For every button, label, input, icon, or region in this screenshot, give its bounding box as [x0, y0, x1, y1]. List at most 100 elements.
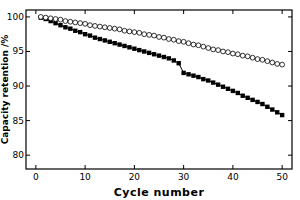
point — [176, 39, 181, 44]
point — [122, 28, 127, 33]
y-tick — [26, 16, 30, 17]
point — [275, 110, 279, 114]
point — [186, 72, 190, 76]
point — [112, 41, 116, 45]
x-tick — [85, 10, 86, 14]
point — [206, 78, 210, 82]
point — [147, 32, 152, 37]
point — [93, 35, 97, 39]
x-tick-label: 20 — [129, 172, 141, 182]
y-tick — [288, 120, 292, 121]
point — [201, 44, 206, 49]
point — [88, 33, 92, 37]
x-tick — [183, 165, 184, 169]
x-tick — [35, 165, 36, 169]
point — [152, 33, 157, 38]
point — [117, 42, 121, 46]
y-tick-label: 100 — [7, 12, 24, 22]
point — [221, 49, 226, 54]
point — [93, 24, 98, 29]
point — [171, 37, 176, 42]
point — [231, 89, 235, 93]
y-tick-label: 80 — [13, 150, 25, 160]
point — [73, 20, 78, 25]
point — [226, 50, 231, 55]
point — [157, 53, 161, 57]
x-tick — [282, 10, 283, 14]
point — [122, 44, 126, 48]
point — [236, 91, 240, 95]
point — [63, 25, 67, 29]
y-tick — [288, 16, 292, 17]
point — [280, 113, 284, 117]
point — [58, 17, 63, 22]
point — [245, 96, 249, 100]
point — [58, 23, 62, 27]
point — [83, 32, 87, 36]
y-tick — [288, 51, 292, 52]
point — [270, 107, 274, 111]
x-tick-label: 50 — [276, 172, 288, 182]
point — [241, 94, 245, 98]
x-tick-label: 0 — [33, 172, 39, 182]
point — [43, 15, 48, 20]
point — [216, 82, 220, 86]
point — [137, 30, 142, 35]
point — [191, 73, 195, 77]
point — [280, 62, 285, 67]
point — [98, 37, 102, 41]
point — [181, 39, 186, 44]
point — [221, 85, 225, 89]
point — [166, 37, 171, 42]
point — [162, 55, 166, 59]
series-line — [41, 17, 282, 65]
point — [97, 24, 102, 29]
point — [132, 30, 137, 35]
point — [68, 19, 73, 24]
point — [137, 48, 141, 52]
y-axis-label: Capacity retention /% — [0, 35, 10, 145]
point — [112, 26, 117, 31]
point — [216, 48, 221, 53]
point — [63, 19, 68, 24]
point — [196, 75, 200, 79]
point — [275, 62, 280, 67]
x-tick-label: 40 — [227, 172, 239, 182]
point — [260, 102, 264, 106]
point — [265, 105, 269, 109]
point — [102, 25, 107, 30]
x-tick — [232, 10, 233, 14]
point — [108, 40, 112, 44]
point — [162, 35, 167, 40]
y-tick — [26, 51, 30, 52]
point — [186, 41, 191, 46]
point — [265, 59, 270, 64]
x-tick — [134, 10, 135, 14]
point — [201, 77, 205, 81]
point — [73, 29, 77, 33]
point — [53, 17, 58, 22]
point — [117, 27, 122, 32]
chart: 0102030405080859095100Cycle numberCapaci… — [0, 0, 300, 200]
x-tick-label: 10 — [79, 172, 91, 182]
point — [255, 57, 260, 62]
plot-frame — [26, 10, 292, 169]
point — [39, 15, 43, 19]
point — [142, 32, 147, 37]
point — [206, 46, 211, 51]
y-tick — [288, 155, 292, 156]
y-tick-label: 95 — [13, 46, 24, 56]
point — [68, 26, 72, 30]
x-tick — [85, 165, 86, 169]
point — [226, 87, 230, 91]
point — [177, 61, 181, 65]
point — [230, 51, 235, 56]
point — [181, 71, 185, 75]
point — [240, 53, 245, 58]
y-tick — [26, 120, 30, 121]
point — [255, 100, 259, 104]
point — [103, 38, 107, 42]
point — [191, 42, 196, 47]
point — [127, 45, 131, 49]
point — [107, 26, 112, 31]
